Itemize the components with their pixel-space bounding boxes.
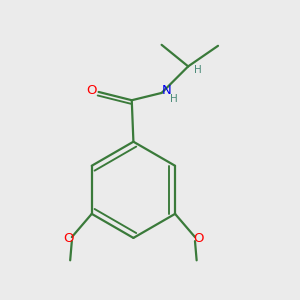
Text: H: H (194, 65, 201, 75)
Text: H: H (170, 94, 178, 104)
Text: O: O (86, 84, 97, 97)
Text: O: O (63, 232, 74, 245)
Text: N: N (162, 84, 172, 97)
Text: O: O (193, 232, 203, 245)
